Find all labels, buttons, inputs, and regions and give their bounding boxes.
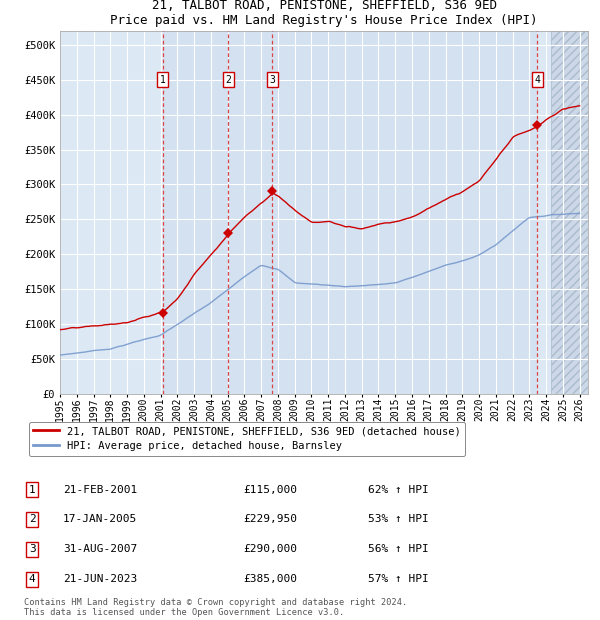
Text: 21-FEB-2001: 21-FEB-2001 [63,485,137,495]
Text: 4: 4 [29,574,35,585]
Text: Contains HM Land Registry data © Crown copyright and database right 2024.
This d: Contains HM Land Registry data © Crown c… [23,598,407,617]
Text: 21-JUN-2023: 21-JUN-2023 [63,574,137,585]
Legend: 21, TALBOT ROAD, PENISTONE, SHEFFIELD, S36 9ED (detached house), HPI: Average pr: 21, TALBOT ROAD, PENISTONE, SHEFFIELD, S… [29,422,466,456]
Text: 1: 1 [29,485,35,495]
Text: £290,000: £290,000 [244,544,298,554]
Text: 56% ↑ HPI: 56% ↑ HPI [368,544,428,554]
Text: 3: 3 [29,544,35,554]
Bar [163,31,537,394]
Text: 57% ↑ HPI: 57% ↑ HPI [368,574,428,585]
Text: 4: 4 [534,75,540,85]
Text: 1: 1 [160,75,166,85]
Title: 21, TALBOT ROAD, PENISTONE, SHEFFIELD, S36 9ED
Price paid vs. HM Land Registry's: 21, TALBOT ROAD, PENISTONE, SHEFFIELD, S… [110,0,538,27]
Text: 31-AUG-2007: 31-AUG-2007 [63,544,137,554]
Text: £385,000: £385,000 [244,574,298,585]
Text: 2: 2 [226,75,231,85]
Text: 17-JAN-2005: 17-JAN-2005 [63,515,137,525]
Text: £229,950: £229,950 [244,515,298,525]
Text: 3: 3 [269,75,275,85]
Bar [551,31,588,394]
Text: 53% ↑ HPI: 53% ↑ HPI [368,515,428,525]
Text: £115,000: £115,000 [244,485,298,495]
Text: 62% ↑ HPI: 62% ↑ HPI [368,485,428,495]
Text: 2: 2 [29,515,35,525]
